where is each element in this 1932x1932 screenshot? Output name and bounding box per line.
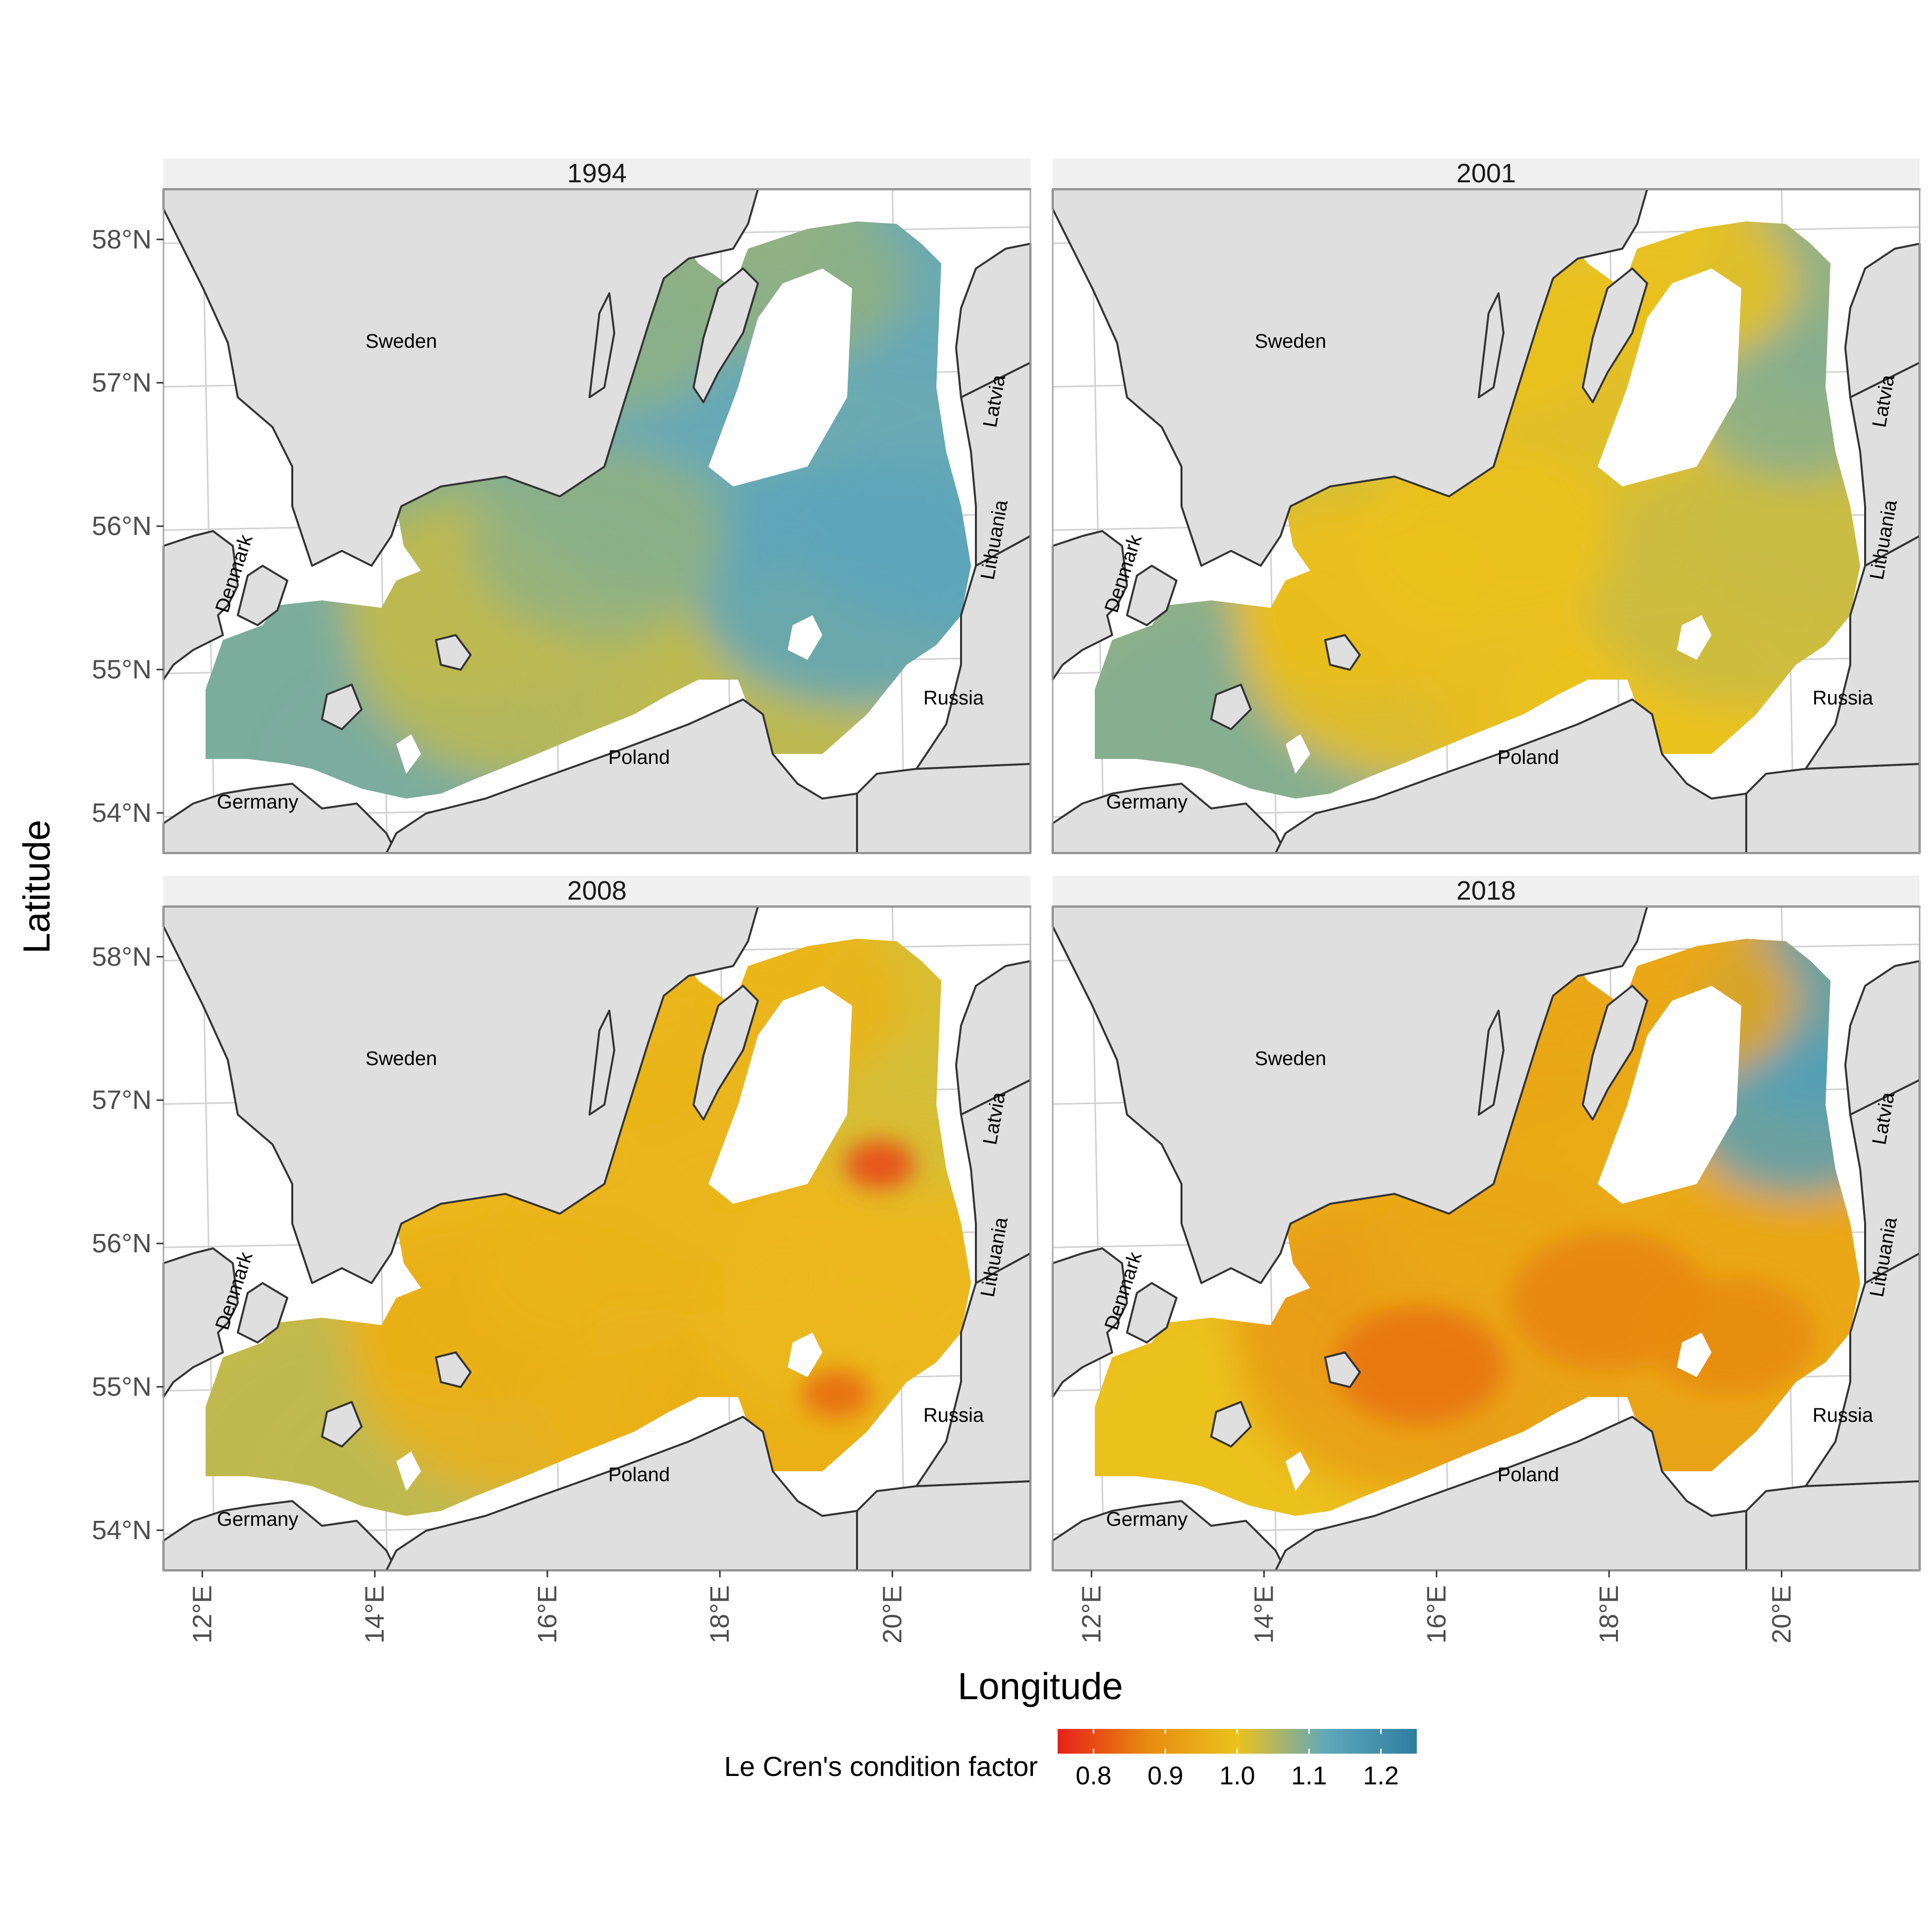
country-label-germany: Germany [217,1508,299,1530]
y-tick-label: 54°N [92,798,152,828]
legend-tick-label: 0.9 [1147,1762,1183,1790]
legend-title: Le Cren's condition factor [724,1751,1038,1782]
facet-panel-2008: 2008SwedenDenmarkGermanyPolandRussiaLith… [54,876,1083,1600]
y-tick-label: 56°N [92,511,152,541]
facet-title: 2008 [567,876,627,906]
x-tick-label: 18°E [1594,1585,1624,1644]
x-tick-label: 14°E [1249,1585,1279,1644]
condition-hotspot [1335,1306,1503,1424]
legend-tick-label: 1.1 [1291,1762,1327,1790]
legend-tick-label: 1.2 [1363,1762,1398,1790]
y-tick-label: 57°N [92,368,152,398]
country-label-sweden: Sweden [1255,330,1327,352]
y-tick-label: 58°N [92,224,152,254]
country-label-russia: Russia [1813,687,1874,709]
x-tick-label: 18°E [705,1585,735,1644]
country-label-sweden: Sweden [366,330,437,352]
legend: Le Cren's condition factor 0.8 0.9 1.0 1.1 1… [724,1729,1417,1790]
country-label-germany: Germany [1106,791,1188,813]
x-tick-label: 20°E [1767,1585,1796,1644]
legend-tick-label: 1.0 [1219,1762,1255,1790]
land-russia [1746,764,1920,853]
country-label-poland: Poland [1498,1464,1559,1486]
x-tick-label: 14°E [360,1585,390,1644]
y-tick-label: 54°N [92,1515,152,1545]
land-russia [1746,1481,1920,1570]
y-tick-label: 56°N [92,1229,152,1258]
y-tick-label: 55°N [92,655,152,685]
facet-panel-2001: 2001SwedenDenmarkGermanyPolandRussiaLith… [944,159,1932,882]
facet-panel-1994: 1994SwedenDenmarkGermanyPolandRussiaLith… [54,159,1083,882]
condition-hotspot [802,1370,871,1418]
country-label-russia: Russia [923,687,984,709]
country-label-poland: Poland [1498,747,1559,768]
y-tick-label: 55°N [92,1372,152,1402]
y-tick-label: 58°N [92,942,152,971]
x-axis-title: Longitude [958,1665,1123,1708]
land-russia [857,764,1030,853]
facet-title: 2001 [1456,159,1516,188]
legend-tick-label: 0.8 [1075,1762,1111,1790]
country-label-sweden: Sweden [1255,1048,1327,1070]
condition-hotspot [1646,1278,1814,1395]
x-tick-label: 16°E [533,1585,562,1644]
country-label-germany: Germany [217,791,299,813]
country-label-russia: Russia [923,1404,984,1426]
country-label-poland: Poland [608,747,670,768]
y-tick-label: 57°N [92,1085,152,1115]
land-russia [857,1481,1030,1570]
x-tick-label: 20°E [877,1585,907,1644]
country-label-germany: Germany [1106,1508,1188,1530]
facet-title: 2018 [1456,876,1516,906]
x-tick-label: 16°E [1422,1585,1451,1644]
x-tick-label: 12°E [1076,1585,1106,1644]
country-label-poland: Poland [608,1464,670,1486]
facet-panel-2018: 2018SwedenDenmarkGermanyPolandRussiaLith… [944,876,1932,1600]
facet-title: 1994 [567,159,627,188]
y-axis-title: Latitude [16,820,58,954]
country-label-russia: Russia [1813,1404,1874,1426]
condition-hotspot [845,1140,914,1189]
x-tick-label: 12°E [187,1585,217,1644]
country-label-sweden: Sweden [366,1048,437,1070]
